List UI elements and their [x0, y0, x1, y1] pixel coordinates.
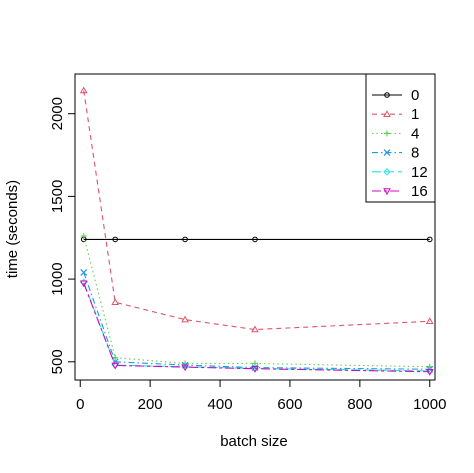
plot-frame — [74, 73, 436, 381]
x-axis: 0 200 400 600 800 1000 — [76, 380, 446, 413]
data-point — [426, 236, 433, 243]
legend-label: 12 — [411, 164, 428, 181]
x-tick-label: 400 — [208, 396, 233, 413]
series-8 — [80, 269, 434, 373]
data-point — [111, 298, 120, 306]
series-line — [83, 282, 430, 372]
y-tick-label: 1000 — [49, 262, 66, 295]
series-16 — [79, 280, 434, 376]
x-tick-label: 0 — [76, 396, 84, 413]
series-line — [83, 283, 430, 373]
data-point — [252, 236, 258, 243]
legend-marker — [383, 168, 391, 176]
x-axis-label: batch size — [220, 433, 288, 450]
legend-item: 8 — [372, 145, 419, 162]
y-tick-label: 500 — [49, 349, 66, 374]
legend-label: 1 — [411, 106, 419, 123]
x-tick-label: 600 — [277, 396, 302, 413]
y-axis: 500 1000 1500 2000 — [49, 97, 75, 374]
legend-marker — [383, 188, 391, 196]
series-line — [83, 235, 430, 368]
legend-item: 1 — [372, 106, 419, 123]
series-0 — [80, 236, 433, 243]
data-point — [251, 366, 259, 373]
data-point — [425, 317, 434, 325]
legend-item: 4 — [372, 125, 419, 142]
legend: 0 1 4 8 12 16 — [365, 73, 436, 203]
legend-label: 0 — [411, 87, 419, 104]
legend-marker — [384, 92, 390, 98]
series-4 — [80, 233, 433, 370]
data-point — [111, 362, 120, 370]
data-point — [425, 368, 434, 376]
legend-marker — [383, 149, 391, 157]
data-point — [80, 233, 87, 240]
x-tick-label: 800 — [347, 396, 372, 413]
series-line — [83, 90, 430, 331]
legend-item: 12 — [372, 164, 428, 181]
x-tick-label: 1000 — [413, 396, 446, 413]
data-point — [251, 325, 259, 333]
plot-area — [74, 73, 436, 381]
series-layer — [79, 86, 434, 376]
data-point — [79, 86, 88, 94]
legend-label: 16 — [411, 183, 428, 200]
data-point — [80, 269, 88, 276]
x-tick-label: 200 — [138, 396, 163, 413]
y-tick-label: 2000 — [49, 97, 66, 130]
legend-item: 16 — [372, 183, 428, 200]
legend-label: 4 — [411, 125, 419, 142]
data-point — [79, 280, 88, 288]
y-axis-label: time (seconds) — [4, 180, 21, 278]
data-point — [112, 236, 118, 243]
data-point — [181, 315, 189, 323]
series-line — [83, 272, 430, 370]
y-tick-label: 1500 — [49, 180, 66, 213]
legend-label: 8 — [411, 145, 419, 162]
legend-marker — [383, 110, 391, 117]
legend-item: 0 — [372, 87, 419, 104]
data-point — [181, 364, 189, 372]
series-1 — [79, 86, 434, 333]
data-point — [182, 236, 188, 243]
legend-marker — [384, 130, 390, 137]
